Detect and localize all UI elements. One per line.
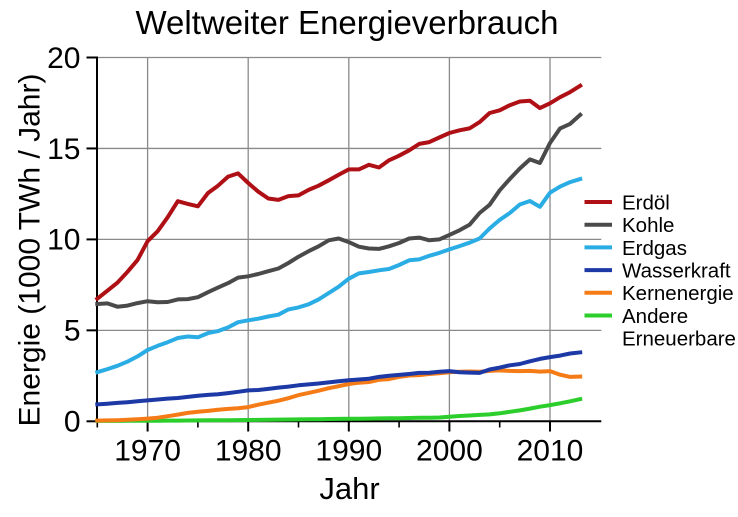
svg-text:Andere: Andere bbox=[622, 305, 688, 328]
svg-text:10: 10 bbox=[47, 224, 80, 257]
svg-text:Kohle: Kohle bbox=[622, 214, 674, 237]
svg-text:0: 0 bbox=[64, 406, 81, 439]
svg-text:15: 15 bbox=[47, 133, 80, 166]
svg-text:Jahr: Jahr bbox=[319, 471, 379, 506]
svg-text:20: 20 bbox=[47, 42, 80, 75]
svg-text:Energie (1000 TWh / Jahr): Energie (1000 TWh / Jahr) bbox=[13, 74, 46, 427]
svg-text:Kernenergie: Kernenergie bbox=[622, 282, 734, 305]
svg-text:1970: 1970 bbox=[114, 435, 181, 468]
svg-text:Wasserkraft: Wasserkraft bbox=[622, 260, 731, 283]
svg-text:1990: 1990 bbox=[315, 435, 382, 468]
svg-text:2000: 2000 bbox=[416, 435, 483, 468]
svg-text:Weltweiter Energieverbrauch: Weltweiter Energieverbrauch bbox=[135, 4, 558, 41]
svg-text:1980: 1980 bbox=[215, 435, 282, 468]
svg-text:2010: 2010 bbox=[517, 435, 584, 468]
svg-text:Erdöl: Erdöl bbox=[622, 191, 670, 214]
svg-text:Erneuerbare: Erneuerbare bbox=[622, 328, 736, 351]
svg-text:5: 5 bbox=[64, 315, 81, 348]
svg-text:Erdgas: Erdgas bbox=[622, 237, 687, 260]
